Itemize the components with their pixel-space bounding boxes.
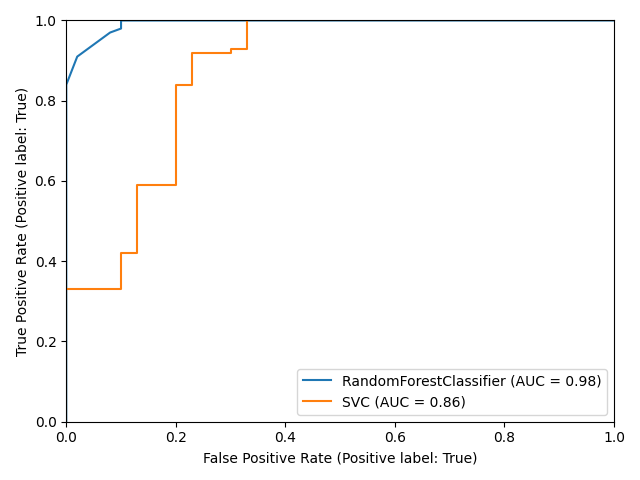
RandomForestClassifier (AUC = 0.98)	[117, 18, 125, 24]
RandomForestClassifier (AUC = 0.98)	[117, 25, 125, 31]
RandomForestClassifier (AUC = 0.98)	[106, 30, 114, 36]
RandomForestClassifier (AUC = 0.98)	[74, 54, 81, 60]
SVC (AUC = 0.86)	[610, 18, 618, 24]
SVC (AUC = 0.86)	[63, 419, 70, 425]
SVC (AUC = 0.86)	[188, 82, 196, 87]
Line: SVC (AUC = 0.86): SVC (AUC = 0.86)	[67, 21, 614, 422]
SVC (AUC = 0.86)	[172, 82, 180, 87]
SVC (AUC = 0.86)	[63, 287, 70, 292]
SVC (AUC = 0.86)	[227, 46, 234, 51]
RandomForestClassifier (AUC = 0.98)	[95, 38, 103, 44]
RandomForestClassifier (AUC = 0.98)	[610, 18, 618, 24]
RandomForestClassifier (AUC = 0.98)	[63, 186, 70, 192]
RandomForestClassifier (AUC = 0.98)	[63, 419, 70, 425]
X-axis label: False Positive Rate (Positive label: True): False Positive Rate (Positive label: Tru…	[203, 451, 477, 465]
RandomForestClassifier (AUC = 0.98)	[84, 46, 92, 51]
SVC (AUC = 0.86)	[117, 251, 125, 256]
SVC (AUC = 0.86)	[188, 50, 196, 56]
SVC (AUC = 0.86)	[227, 50, 234, 56]
RandomForestClassifier (AUC = 0.98)	[63, 158, 70, 164]
SVC (AUC = 0.86)	[134, 182, 141, 188]
RandomForestClassifier (AUC = 0.98)	[117, 18, 125, 24]
SVC (AUC = 0.86)	[243, 18, 251, 24]
RandomForestClassifier (AUC = 0.98)	[63, 82, 70, 87]
SVC (AUC = 0.86)	[117, 287, 125, 292]
Y-axis label: True Positive Rate (Positive label: True): True Positive Rate (Positive label: True…	[15, 86, 29, 356]
SVC (AUC = 0.86)	[172, 182, 180, 188]
SVC (AUC = 0.86)	[243, 46, 251, 51]
SVC (AUC = 0.86)	[134, 251, 141, 256]
Line: RandomForestClassifier (AUC = 0.98): RandomForestClassifier (AUC = 0.98)	[67, 21, 614, 422]
Legend: RandomForestClassifier (AUC = 0.98), SVC (AUC = 0.86): RandomForestClassifier (AUC = 0.98), SVC…	[298, 369, 607, 415]
